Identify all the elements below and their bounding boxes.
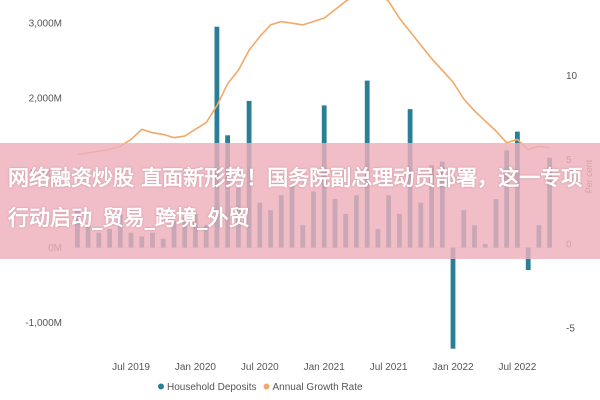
- legend-marker: [263, 383, 270, 390]
- x-tick-label: Jul 2020: [241, 362, 279, 373]
- headline-banner: [0, 143, 600, 259]
- legend: Household Deposits Annual Growth Rate: [158, 382, 363, 393]
- bar: [450, 247, 456, 349]
- legend-label: Annual Growth Rate: [273, 382, 363, 393]
- x-axis: Jul 2019 Jan 2020 Jul 2020 Jan 2021 Jul 2021…: [112, 362, 537, 373]
- right-y-tick-label: -5: [566, 324, 575, 335]
- x-tick-label: Jan 2022: [432, 362, 474, 373]
- bar: [214, 26, 220, 248]
- left-y-tick-label: -1,000M: [25, 318, 62, 329]
- x-tick-label: Jul 2021: [370, 362, 408, 373]
- line-series-annual-growth-rate: [77, 0, 550, 156]
- growth-rate-line: [77, 0, 550, 156]
- legend-label: Household Deposits: [167, 382, 257, 393]
- legend-marker: [158, 383, 164, 390]
- x-tick-label: Jan 2021: [304, 362, 346, 373]
- x-tick-label: Jan 2020: [175, 362, 217, 373]
- left-y-tick-label: 2,000M: [29, 93, 62, 104]
- x-tick-label: Jul 2019: [112, 362, 150, 373]
- right-y-tick-label: 10: [566, 71, 578, 82]
- headline-text: 网络融资炒股 直面新形势！国务院副总理动员部署，这一专项行动启动_贸易_跨境_外…: [8, 166, 583, 230]
- left-y-tick-label: 3,000M: [29, 19, 62, 30]
- x-tick-label: Jul 2022: [498, 362, 536, 373]
